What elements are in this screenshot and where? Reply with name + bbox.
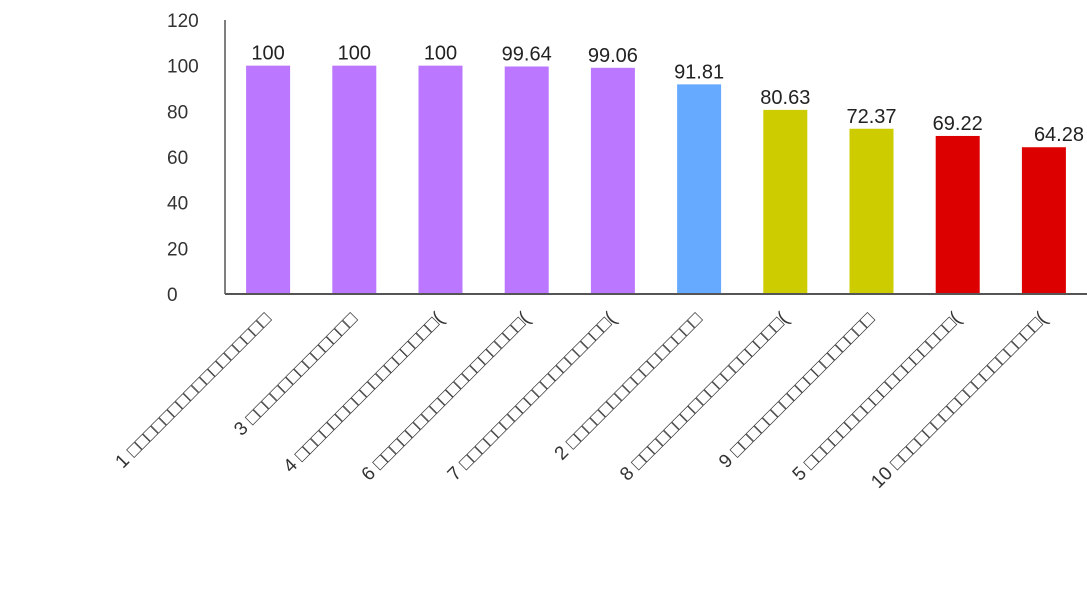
- bar-value-label: 99.64: [502, 43, 552, 65]
- y-axis: 0 20 40 60 80 100 120: [167, 11, 226, 306]
- bar: [590, 67, 635, 294]
- bar-value-label: 100: [424, 43, 457, 65]
- bar: [418, 65, 463, 295]
- bar-value-label: 99.06: [588, 45, 638, 67]
- bar-value-label: 80.63: [760, 87, 810, 109]
- y-tick-label: 120: [167, 11, 199, 32]
- y-tick-label: 80: [167, 102, 188, 123]
- category-label: 1 □□□□□□□□□□□□□□□□□: [112, 308, 276, 472]
- category-labels: 1 □□□□□□□□□□□□□□□□□3 □□□□□□□□□□□□□4 □□□□…: [112, 308, 1052, 493]
- bars: [246, 65, 1066, 295]
- bar-value-label: 100: [338, 43, 371, 65]
- y-tick-label: 0: [167, 285, 178, 306]
- bar: [332, 65, 377, 295]
- bar: [935, 135, 980, 294]
- y-tick-label: 100: [167, 57, 199, 78]
- category-label: 6 □□□□□□□□□□□□□□□□□□(: [358, 308, 535, 485]
- category-label: 4 □□□□□□□□□□□□□□□□□(: [280, 308, 449, 477]
- bar-value-label: 91.81: [674, 61, 724, 83]
- bar: [849, 128, 894, 294]
- category-label: 8 □□□□□□□□□□□□□□□□□□(: [616, 308, 793, 485]
- bar: [677, 84, 722, 295]
- bar-value-label: 72.37: [846, 106, 896, 128]
- category-label: 9 □□□□□□□□□□□□□□□□□: [715, 308, 879, 472]
- category-label: 7 □□□□□□□□□□□□□□□□□□(: [444, 308, 621, 485]
- bar: [246, 65, 291, 295]
- y-tick-label: 40: [167, 194, 188, 215]
- bar-value-label: 69.22: [933, 113, 983, 135]
- y-tick-label: 60: [167, 148, 188, 169]
- value-labels: 100 100 100 99.64 99.06 91.81 80.63 72.37 69.22 6…: [251, 43, 1084, 147]
- bar: [504, 66, 549, 294]
- category-label: 2 □□□□□□□□□□□□□□□□: [551, 308, 707, 464]
- category-label: 10 □□□□□□□□□□□□□□□□□□(: [867, 308, 1052, 493]
- y-tick-label: 20: [167, 239, 188, 260]
- category-label: 5 □□□□□□□□□□□□□□□□□□(: [789, 308, 966, 485]
- bar: [763, 109, 808, 294]
- bar: [1021, 147, 1066, 294]
- bar-value-label: 64.28: [1034, 124, 1084, 146]
- bar-value-label: 100: [251, 43, 284, 65]
